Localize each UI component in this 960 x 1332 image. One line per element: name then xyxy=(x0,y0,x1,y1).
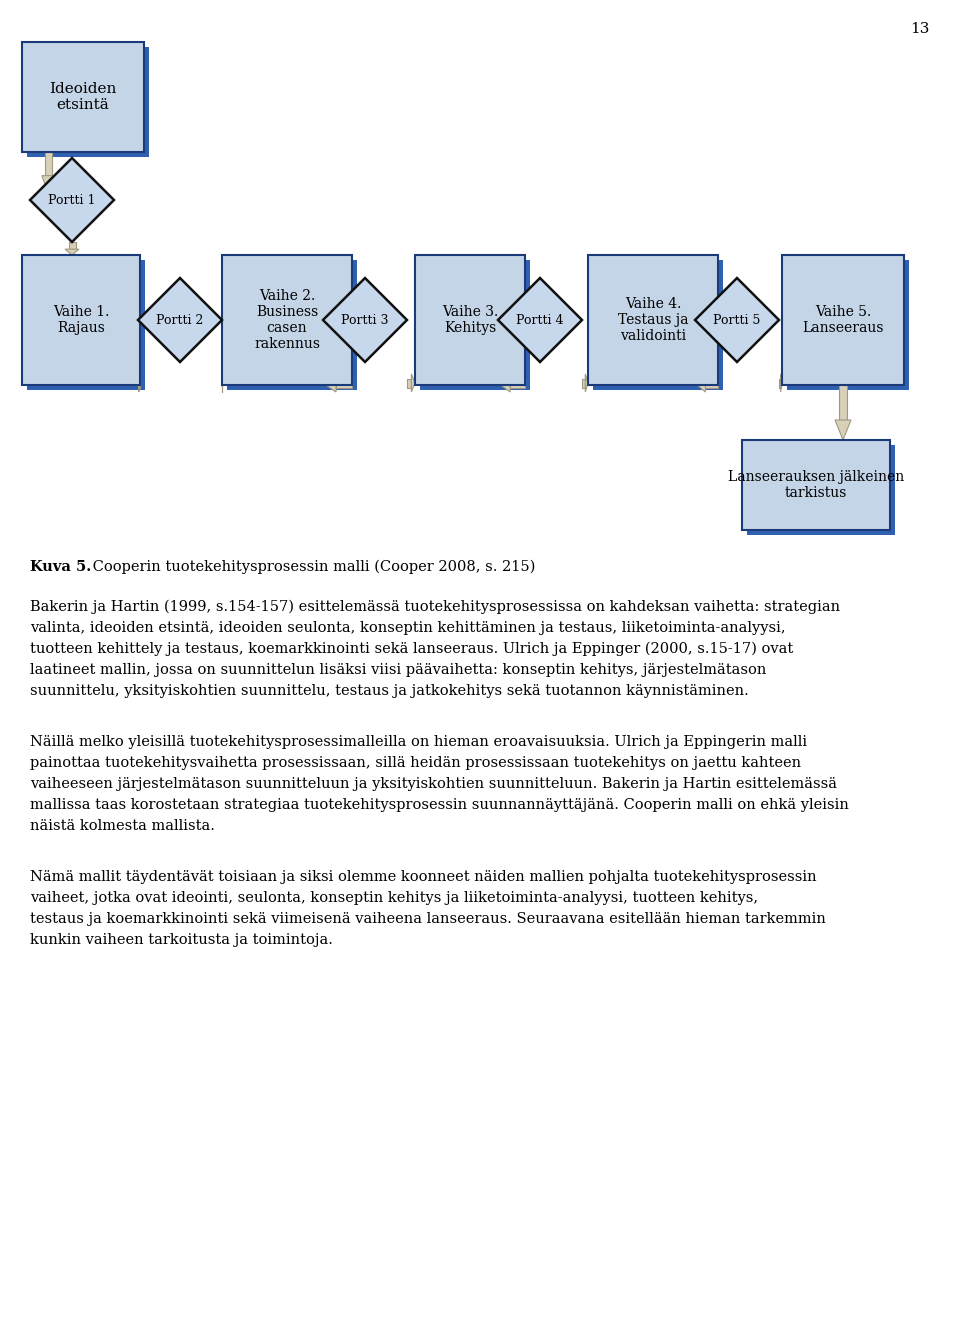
Text: Portti 3: Portti 3 xyxy=(341,313,389,326)
Text: Bakerin ja Hartin (1999, s.154-157) esittelemässä tuotekehitysprosessissa on kah: Bakerin ja Hartin (1999, s.154-157) esit… xyxy=(30,599,840,614)
Text: testaus ja koemarkkinointi sekä viimeisenä vaiheena lanseeraus. Seuraavana esite: testaus ja koemarkkinointi sekä viimeise… xyxy=(30,912,826,926)
Bar xyxy=(45,152,53,176)
Bar xyxy=(779,378,780,388)
Bar xyxy=(588,254,718,385)
Polygon shape xyxy=(65,249,79,254)
Polygon shape xyxy=(42,176,56,194)
Polygon shape xyxy=(138,278,222,362)
Bar xyxy=(222,254,352,385)
Bar xyxy=(227,260,357,390)
Text: Näillä melko yleisillä tuotekehitysprosessimalleilla on hieman eroavaisuuksia. U: Näillä melko yleisillä tuotekehitysprose… xyxy=(30,735,807,749)
Polygon shape xyxy=(835,420,851,440)
Text: tuotteen kehittely ja testaus, koemarkkinointi sekä lanseeraus. Ulrich ja Epping: tuotteen kehittely ja testaus, koemarkki… xyxy=(30,642,793,657)
Text: Cooperin tuotekehitysprosessin malli (Cooper 2008, s. 215): Cooperin tuotekehitysprosessin malli (Co… xyxy=(88,559,536,574)
Bar xyxy=(510,378,525,388)
Text: Portti 1: Portti 1 xyxy=(48,193,96,206)
Text: Ideoiden
etsintä: Ideoiden etsintä xyxy=(49,81,117,112)
Text: painottaa tuotekehitysvaihetta prosessissaan, sillä heidän prosessissaan tuoteke: painottaa tuotekehitysvaihetta prosessis… xyxy=(30,757,802,770)
Text: Lanseerauksen jälkeinen
tarkistus: Lanseerauksen jälkeinen tarkistus xyxy=(728,470,904,500)
Bar xyxy=(787,260,909,390)
Text: Kuva 5.: Kuva 5. xyxy=(30,559,91,574)
Text: vaiheet, jotka ovat ideointi, seulonta, konseptin kehitys ja liiketoiminta-analy: vaiheet, jotka ovat ideointi, seulonta, … xyxy=(30,891,758,904)
Text: Vaihe 4.
Testaus ja
validointi: Vaihe 4. Testaus ja validointi xyxy=(617,297,688,344)
Bar xyxy=(839,385,847,420)
Text: suunnittelu, yksityiskohtien suunnittelu, testaus ja jatkokehitys sekä tuotannon: suunnittelu, yksityiskohtien suunnittelu… xyxy=(30,685,749,698)
Bar xyxy=(742,440,890,530)
Text: Vaihe 1.
Rajaus: Vaihe 1. Rajaus xyxy=(53,305,109,336)
Bar xyxy=(22,254,140,385)
Text: vaiheeseen järjestelmätason suunnitteluun ja yksityiskohtien suunnitteluun. Bake: vaiheeseen järjestelmätason suunnitteluu… xyxy=(30,777,837,791)
Bar xyxy=(582,378,586,388)
Polygon shape xyxy=(695,278,779,362)
Polygon shape xyxy=(323,374,336,392)
Bar xyxy=(22,43,144,152)
Polygon shape xyxy=(586,374,588,392)
Text: valinta, ideoiden etsintä, ideoiden seulonta, konseptin kehittäminen ja testaus,: valinta, ideoiden etsintä, ideoiden seul… xyxy=(30,621,785,635)
Bar xyxy=(420,260,530,390)
Text: Portti 4: Portti 4 xyxy=(516,313,564,326)
Text: näistä kolmesta mallista.: näistä kolmesta mallista. xyxy=(30,819,215,832)
Text: Nämä mallit täydentävät toisiaan ja siksi olemme koonneet näiden mallien pohjalt: Nämä mallit täydentävät toisiaan ja siks… xyxy=(30,870,817,884)
Text: 13: 13 xyxy=(911,23,930,36)
Text: Portti 5: Portti 5 xyxy=(713,313,760,326)
Text: Vaihe 5.
Lanseeraus: Vaihe 5. Lanseeraus xyxy=(803,305,884,336)
Bar xyxy=(706,378,718,388)
Bar xyxy=(68,242,76,249)
Polygon shape xyxy=(498,374,510,392)
Polygon shape xyxy=(695,374,706,392)
Text: Vaihe 3.
Kehitys: Vaihe 3. Kehitys xyxy=(442,305,498,336)
Bar xyxy=(139,378,140,388)
Polygon shape xyxy=(30,159,114,242)
Polygon shape xyxy=(412,374,415,392)
Polygon shape xyxy=(498,278,582,362)
Text: kunkin vaiheen tarkoitusta ja toimintoja.: kunkin vaiheen tarkoitusta ja toimintoja… xyxy=(30,932,333,947)
Bar xyxy=(415,254,525,385)
Text: Vaihe 2.
Business
casen
rakennus: Vaihe 2. Business casen rakennus xyxy=(254,289,320,352)
Bar xyxy=(407,378,412,388)
Polygon shape xyxy=(323,278,407,362)
Text: laatineet mallin, jossa on suunnittelun lisäksi viisi päävaihetta: konseptin keh: laatineet mallin, jossa on suunnittelun … xyxy=(30,663,766,677)
Bar xyxy=(593,260,723,390)
Text: mallissa taas korostetaan strategiaa tuotekehitysprosessin suunnannäyttäjänä. Co: mallissa taas korostetaan strategiaa tuo… xyxy=(30,798,849,813)
Bar xyxy=(336,378,352,388)
Text: Portti 2: Portti 2 xyxy=(156,313,204,326)
Bar xyxy=(782,254,904,385)
Bar xyxy=(27,260,145,390)
Polygon shape xyxy=(780,374,782,392)
Bar xyxy=(747,445,895,535)
Bar xyxy=(27,47,149,157)
